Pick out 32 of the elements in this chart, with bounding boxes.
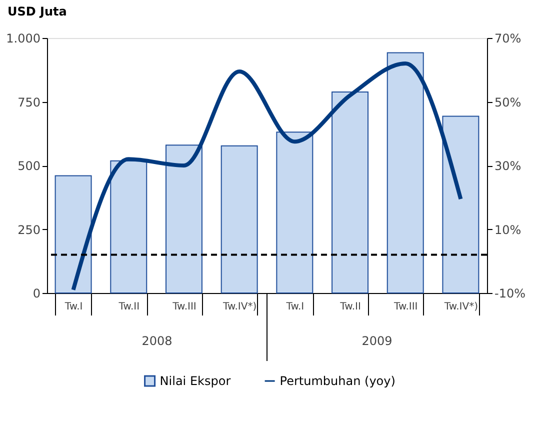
x-tick-label: Tw.II [118, 302, 140, 312]
x-tick-label: Tw.IV*) [443, 302, 478, 312]
y2-tick-label: 70% [494, 32, 522, 46]
bar [165, 144, 202, 294]
y2-tick-label: 50% [494, 95, 522, 110]
x-tick-label: Tw.I [64, 302, 83, 312]
y-tick-label: 250 [18, 222, 40, 237]
text: 2008 [142, 334, 172, 348]
y2-tick-label: 30% [494, 159, 522, 173]
x-tick-label: Tw.II [339, 302, 361, 312]
y-tick-label: 1.000 [6, 32, 40, 46]
bar [276, 132, 314, 294]
x-tick-label: Tw.III [392, 302, 418, 312]
bar [54, 175, 92, 294]
legend-label: Pertumbuhan (yoy) [280, 374, 396, 388]
y2-tick-label: -10% [494, 286, 526, 300]
x-tick-label: Tw.III [172, 302, 196, 312]
bar [442, 116, 480, 294]
x-tick-label: Tw.IV*) [222, 302, 257, 312]
y-tick-label: 750 [18, 95, 40, 110]
y2-tick-label: 10% [494, 222, 522, 237]
legend-label: Nilai Ekspor [160, 374, 231, 388]
text: 2009 [362, 334, 392, 348]
x-tick-label: Tw.I [285, 302, 304, 312]
y-tick-label: 500 [18, 159, 40, 173]
y-axis-title: USD Juta [8, 4, 67, 18]
bar [220, 145, 258, 294]
y-tick-label: 0 [32, 286, 40, 300]
line-series [71, 62, 463, 292]
bar [332, 92, 369, 294]
bar [110, 160, 148, 294]
bar [386, 52, 424, 294]
